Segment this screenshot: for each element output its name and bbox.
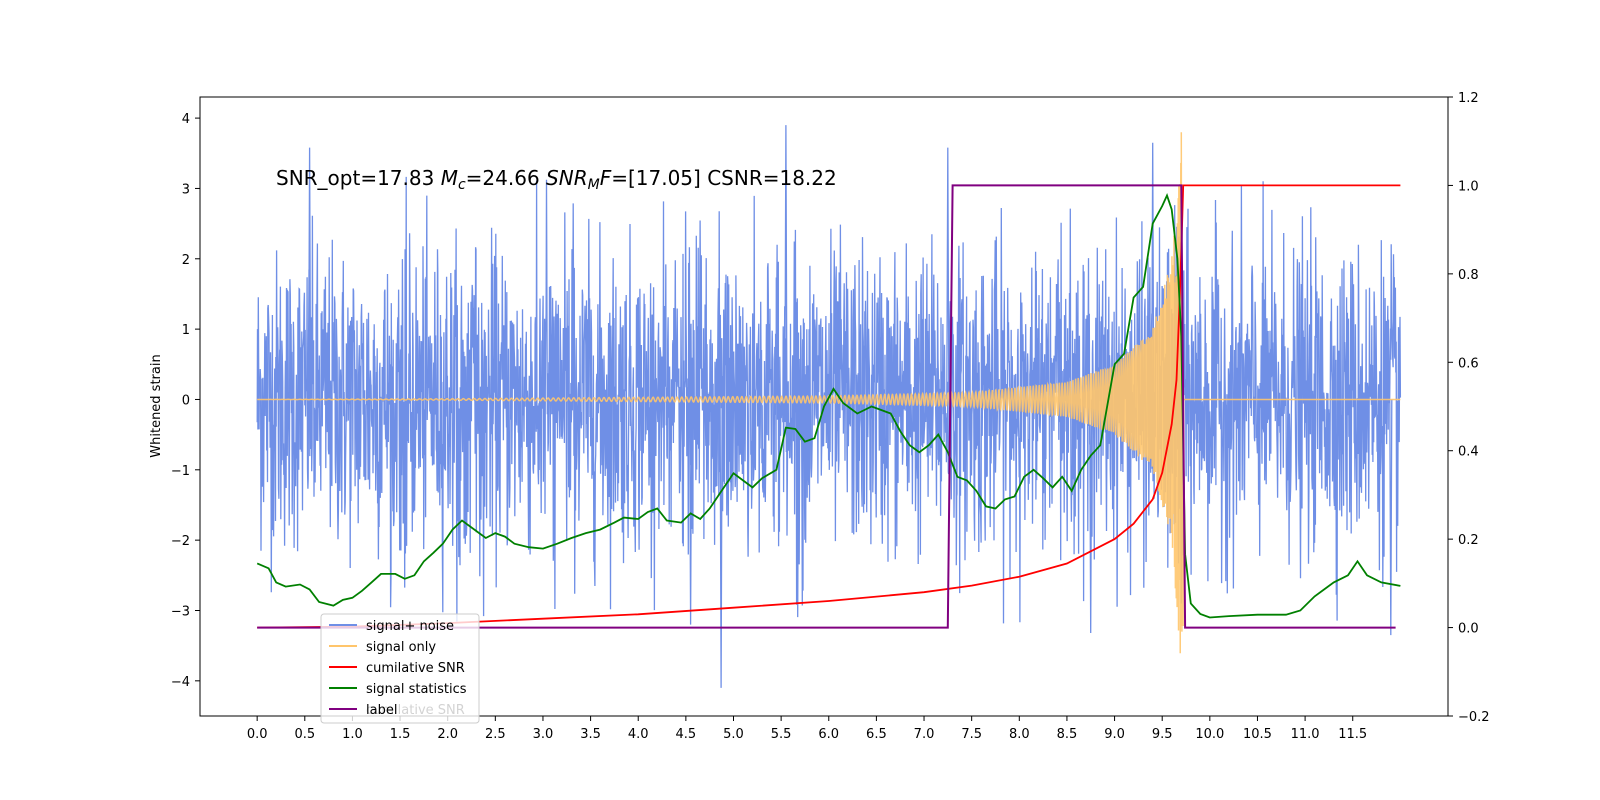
x-tick-label: 8.5 (1057, 727, 1078, 742)
series-layer (256, 125, 1402, 688)
legend: cumilative SNR signal+ noise signal only c… (320, 613, 480, 724)
annotation-part-csnr: =[17.05] CSNR=18.22 (611, 166, 837, 190)
annotation-part-mc-value: =24.66 (466, 166, 546, 190)
y-tick-label: 2 (182, 253, 190, 268)
y-axis-right: 1.2 1.0 0.8 0.6 0.4 0.2 0.0 −0.2 (1448, 91, 1490, 725)
y-tick-label: 1 (182, 323, 190, 338)
x-tick-label: 11.5 (1338, 727, 1367, 742)
x-tick-label: 5.0 (723, 727, 744, 742)
x-tick-label: 1.5 (390, 727, 411, 742)
y2-tick-label: 1.0 (1458, 179, 1479, 194)
x-tick-label: 7.5 (961, 727, 982, 742)
y2-tick-label: 0.4 (1458, 445, 1479, 460)
x-tick-label: 6.5 (866, 727, 887, 742)
y-tick-label: 3 (182, 182, 190, 197)
x-tick-label: 2.0 (437, 727, 458, 742)
y-tick-label: −1 (171, 464, 190, 479)
legend-box (320, 613, 480, 724)
x-tick-label: 8.0 (1009, 727, 1030, 742)
legend-entry: signal statistics (366, 682, 467, 697)
x-tick-label: 2.5 (485, 727, 506, 742)
y2-tick-label: 1.2 (1458, 91, 1479, 106)
legend-entry: signal+ noise (366, 619, 454, 634)
plot-frame (199, 96, 1449, 717)
y-tick-label: −2 (171, 534, 190, 549)
legend-entry: label (366, 703, 397, 718)
x-tick-label: 10.0 (1195, 727, 1224, 742)
y-axis-label: Whitened strain (149, 354, 164, 457)
x-tick-label: 9.0 (1104, 727, 1125, 742)
x-tick-label: 6.0 (818, 727, 839, 742)
x-tick-label: 4.5 (676, 727, 697, 742)
series-signal-noise (256, 125, 1402, 688)
annotation-mc-subscript: c (458, 177, 466, 193)
series-label (257, 184, 1396, 629)
x-tick-label: 0.5 (294, 727, 315, 742)
y2-tick-label: 0.6 (1458, 356, 1479, 371)
x-axis: 0.0 0.5 1.0 1.5 2.0 2.5 3.0 3.5 4.0 4.5 5.0 5.5 6.0 6… (247, 716, 1367, 742)
y-tick-label: −4 (171, 675, 190, 690)
chart-annotation: SNR_opt=17.83 Mc=24.66 SNRMF=[17.05] CSN… (276, 166, 837, 193)
annotation-f-symbol: F (600, 166, 612, 190)
legend-entry: cumilative SNR (366, 661, 465, 676)
series-signal-statistics (256, 193, 1401, 619)
y-tick-label: 0 (182, 393, 190, 408)
x-tick-label: 10.5 (1243, 727, 1272, 742)
x-tick-label: 11.0 (1291, 727, 1320, 742)
annotation-snr-symbol: SNR (546, 166, 588, 190)
x-tick-label: 3.5 (580, 727, 601, 742)
y-axis-left: 4 3 2 1 0 −1 −2 −3 −4 (171, 112, 200, 690)
y2-tick-label: 0.0 (1458, 622, 1479, 637)
legend-entry: signal only (366, 640, 436, 655)
annotation-snr-subscript: M (588, 177, 600, 193)
x-tick-label: 5.5 (771, 727, 792, 742)
legend-ghost-text: cumilative SNR (366, 703, 465, 718)
y2-tick-label: −0.2 (1458, 710, 1490, 725)
x-tick-label: 3.0 (533, 727, 554, 742)
x-tick-label: 7.0 (914, 727, 935, 742)
y2-tick-label: 0.2 (1458, 533, 1479, 548)
x-tick-label: 0.0 (247, 727, 268, 742)
series-cumulative-snr (257, 184, 1401, 629)
y2-tick-label: 0.8 (1458, 268, 1479, 283)
annotation-mc-symbol: M (441, 166, 458, 190)
annotation-part-snr-opt: SNR_opt=17.83 (276, 166, 441, 190)
y-tick-label: −3 (171, 604, 190, 619)
x-tick-label: 4.0 (628, 727, 649, 742)
y-tick-label: 4 (182, 112, 190, 127)
x-tick-label: 9.5 (1152, 727, 1173, 742)
x-tick-label: 1.0 (342, 727, 363, 742)
